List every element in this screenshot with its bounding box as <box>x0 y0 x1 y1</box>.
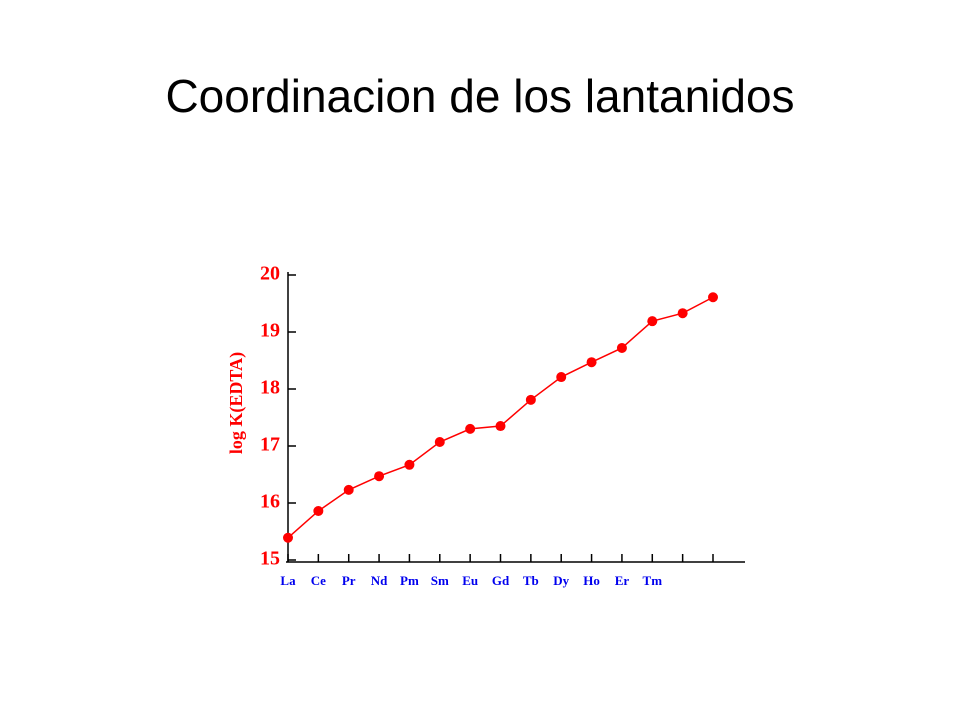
y-axis-label: log K(EDTA) <box>226 352 247 454</box>
y-tick-label: 15 <box>260 548 280 570</box>
data-point <box>677 308 688 319</box>
data-point <box>465 423 476 434</box>
x-tick-label: Sm <box>431 573 449 588</box>
data-point <box>616 342 627 353</box>
data-point <box>313 505 324 516</box>
x-tick-label: La <box>280 573 296 588</box>
x-tick-label: Gd <box>492 573 510 588</box>
x-tick-label: Dy <box>553 573 569 588</box>
x-tick-label: Eu <box>462 573 478 588</box>
x-tick-label: Ce <box>311 573 326 588</box>
slide-title: Coordinacion de los lantanidos <box>165 70 794 122</box>
data-point <box>556 372 567 383</box>
y-tick-label: 17 <box>260 434 280 456</box>
x-tick-label: Ho <box>583 573 600 588</box>
data-point <box>495 421 506 432</box>
data-point <box>434 437 445 448</box>
x-tick-label: Er <box>615 573 630 588</box>
data-point <box>343 484 354 495</box>
x-tick-label: Tm <box>643 573 663 588</box>
data-point <box>525 394 536 405</box>
data-line <box>287 296 714 539</box>
y-tick-label: 19 <box>260 320 280 342</box>
data-point <box>374 471 385 482</box>
data-point <box>404 459 415 470</box>
y-tick-label: 18 <box>260 377 280 399</box>
x-tick-label: Nd <box>371 573 388 588</box>
data-point <box>283 532 293 543</box>
data-point <box>708 292 718 303</box>
x-tick-label: Pr <box>342 573 356 588</box>
data-point <box>586 357 597 368</box>
y-tick-label: 16 <box>260 491 280 513</box>
y-tick-label: 20 <box>260 263 280 285</box>
data-point <box>647 316 658 327</box>
x-tick-label: Tb <box>523 573 539 588</box>
x-tick-label: Pm <box>400 573 419 588</box>
